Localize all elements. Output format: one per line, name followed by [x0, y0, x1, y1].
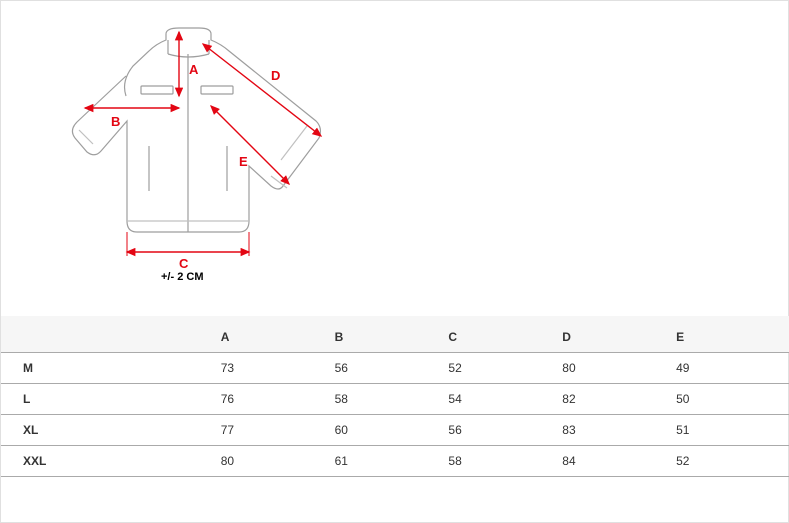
col-a: A [221, 316, 335, 353]
cell: 80 [562, 353, 676, 384]
size-table: A B C D E M 73 56 52 80 49 L 76 58 54 82 [1, 316, 789, 477]
dim-label-a: A [189, 62, 199, 77]
table-row: M 73 56 52 80 49 [1, 353, 789, 384]
cell: 82 [562, 384, 676, 415]
cell: 52 [448, 353, 562, 384]
cell: 52 [676, 446, 789, 477]
cell-size: XXL [1, 446, 221, 477]
cell: 58 [448, 446, 562, 477]
cell: 50 [676, 384, 789, 415]
table-row: XL 77 60 56 83 51 [1, 415, 789, 446]
cell: 61 [335, 446, 449, 477]
cell: 80 [221, 446, 335, 477]
cell: 76 [221, 384, 335, 415]
cell: 49 [676, 353, 789, 384]
dim-label-d: D [271, 68, 280, 83]
cell: 56 [448, 415, 562, 446]
cell: 60 [335, 415, 449, 446]
col-c: C [448, 316, 562, 353]
cell: 56 [335, 353, 449, 384]
dimension-labels: A B C D E [111, 62, 280, 271]
cell-size: M [1, 353, 221, 384]
cell: 58 [335, 384, 449, 415]
cell: 84 [562, 446, 676, 477]
dim-label-e: E [239, 154, 248, 169]
jacket-diagram: A B C D E [71, 26, 331, 271]
tolerance-label: +/- 2 CM [161, 271, 203, 283]
table-header-row: A B C D E [1, 316, 789, 353]
size-table-container: A B C D E M 73 56 52 80 49 L 76 58 54 82 [1, 316, 789, 477]
col-size [1, 316, 221, 353]
cell: 83 [562, 415, 676, 446]
cell: 77 [221, 415, 335, 446]
cell-size: XL [1, 415, 221, 446]
dimension-arrows [85, 32, 321, 256]
cell: 54 [448, 384, 562, 415]
cell: 51 [676, 415, 789, 446]
dim-label-b: B [111, 114, 120, 129]
col-e: E [676, 316, 789, 353]
col-d: D [562, 316, 676, 353]
cell: 73 [221, 353, 335, 384]
dim-label-c: C [179, 256, 189, 271]
table-row: L 76 58 54 82 50 [1, 384, 789, 415]
table-row: XXL 80 61 58 84 52 [1, 446, 789, 477]
jacket-outline [72, 28, 320, 232]
cell-size: L [1, 384, 221, 415]
col-b: B [335, 316, 449, 353]
